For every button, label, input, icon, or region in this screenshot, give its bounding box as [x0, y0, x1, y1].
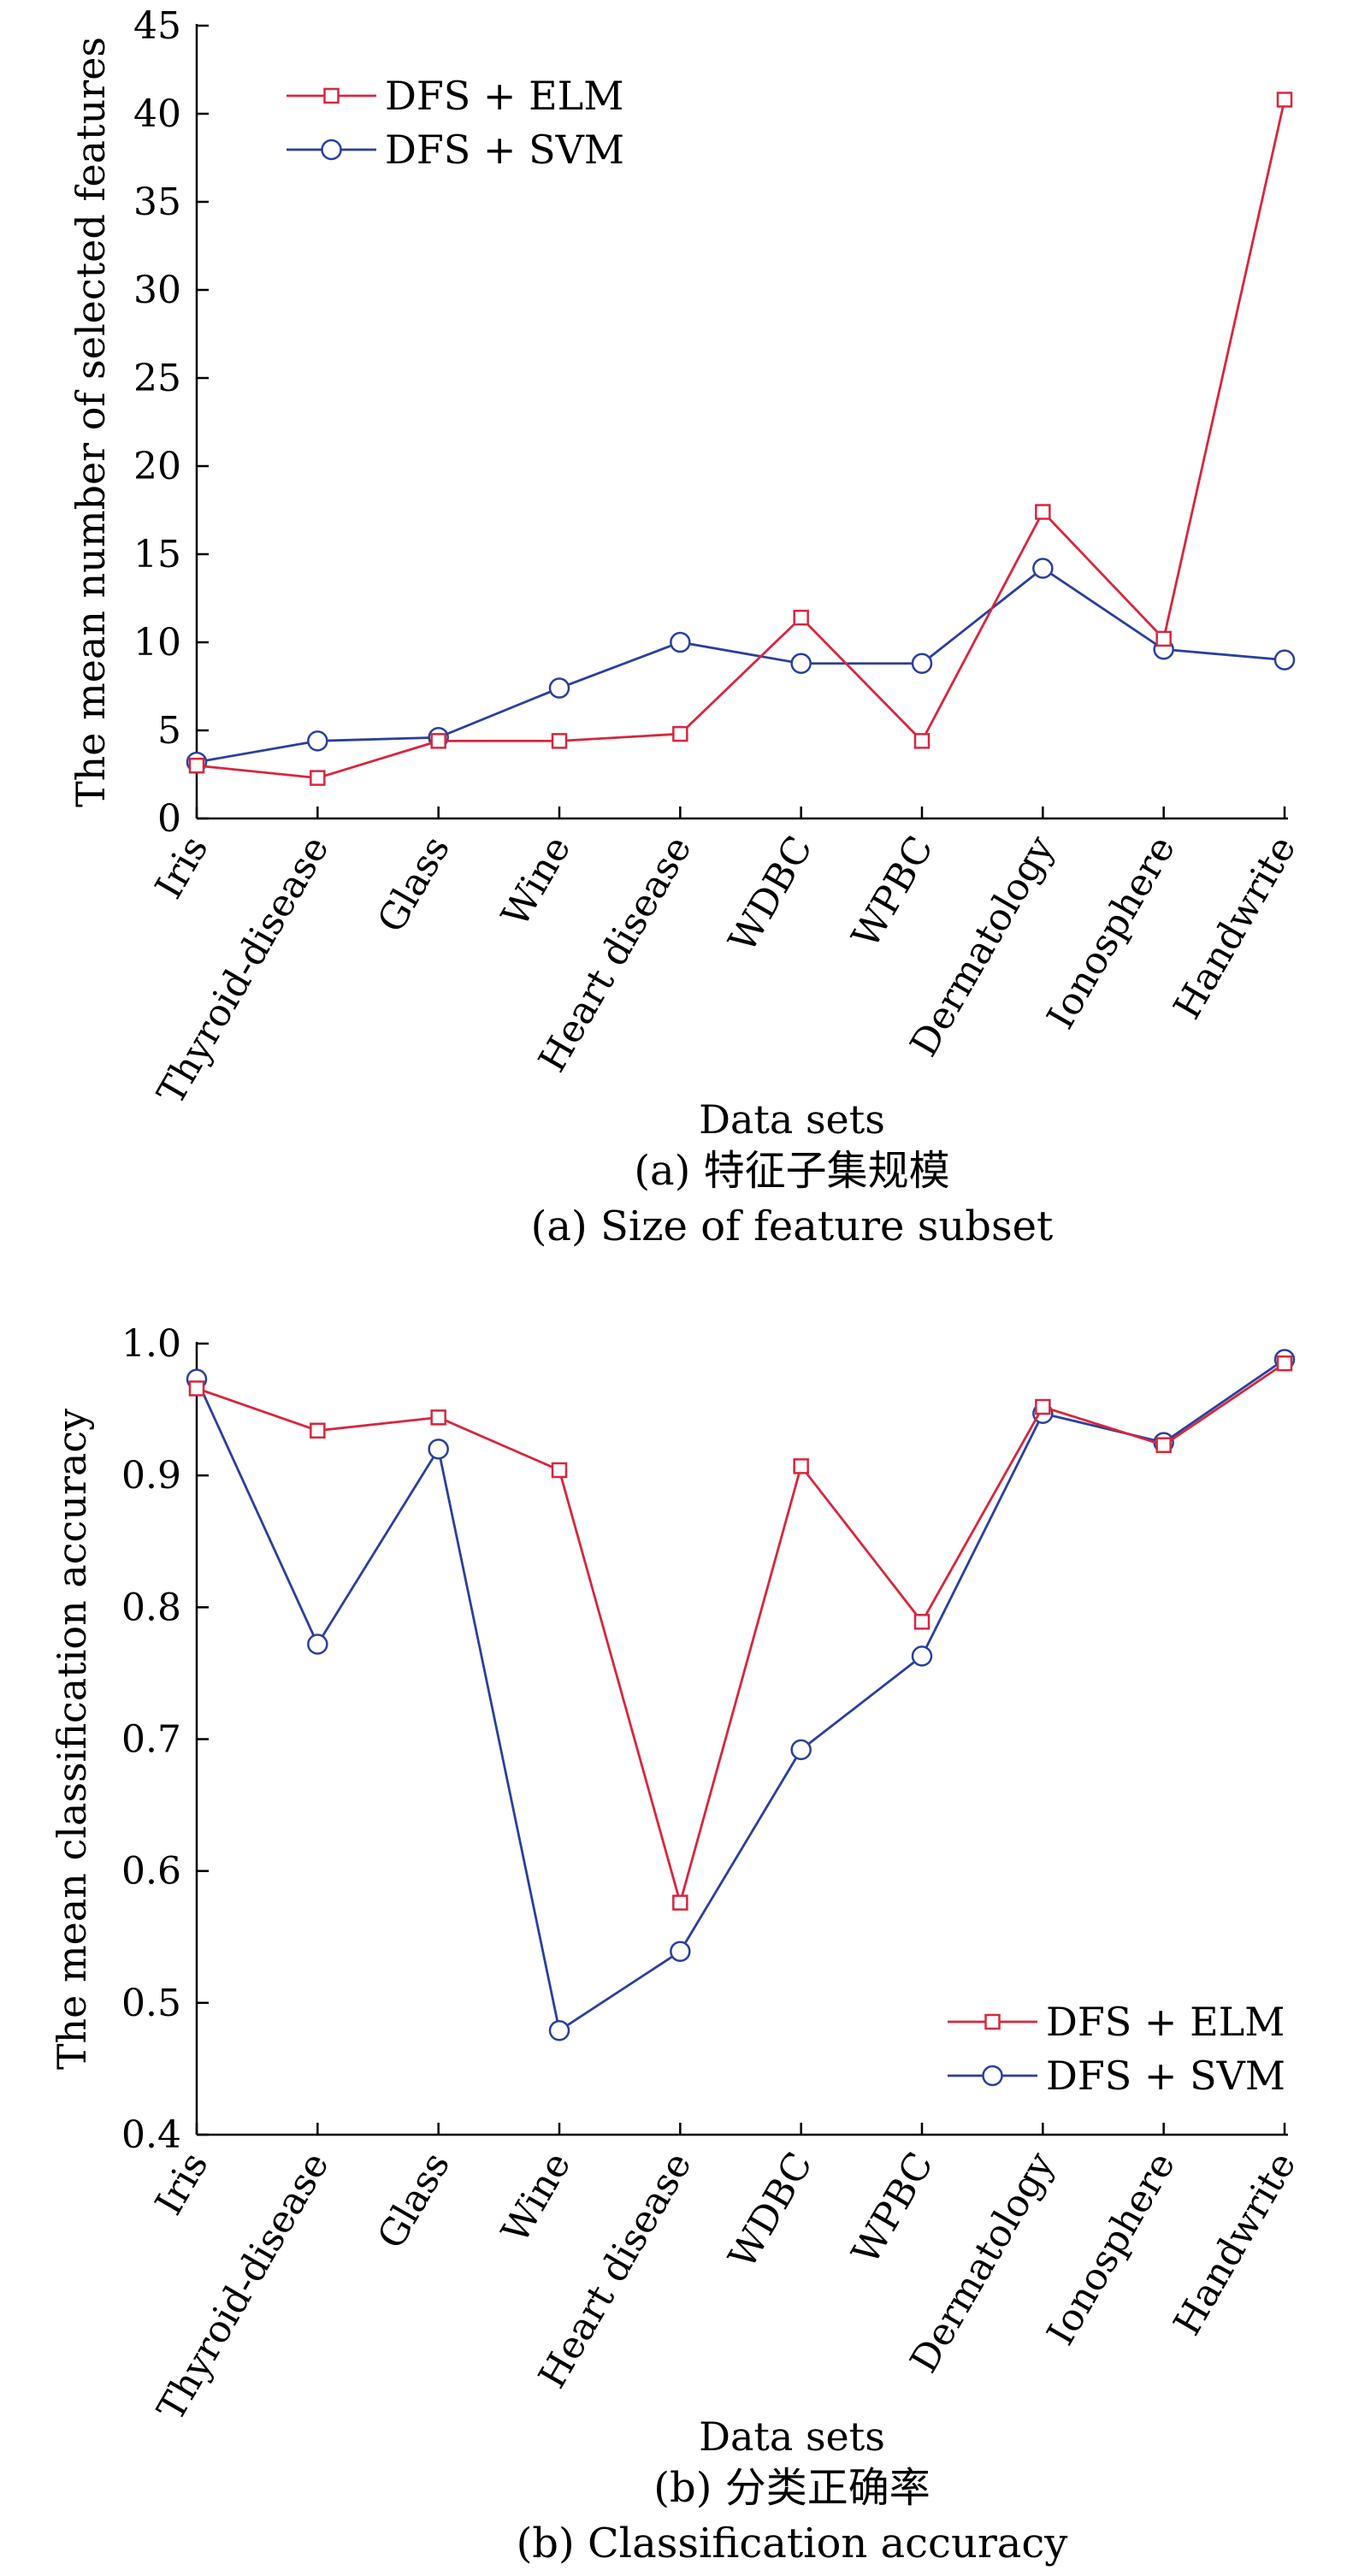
x-tick-label: WDBC: [720, 2145, 821, 2276]
series-dfs-svm: [186, 1349, 1296, 2041]
y-tick-label: 0: [157, 797, 181, 841]
x-tick-label: WDBC: [720, 829, 821, 960]
x-axis-title: Data sets: [699, 2414, 885, 2460]
legend-label: DFS + ELM: [1046, 1999, 1285, 2045]
data-point-square: [188, 1380, 205, 1397]
data-point-square: [551, 1462, 568, 1479]
data-point-square: [793, 609, 809, 626]
y-tick-label: 25: [133, 357, 181, 400]
legend-label: DFS + SVM: [1046, 2053, 1285, 2099]
series-line: [196, 99, 1286, 780]
data-point-square: [793, 1458, 809, 1474]
x-tick-label: Ionosphere: [1039, 2145, 1185, 2353]
y-axis-title: The mean classification accuracy: [49, 1409, 95, 2070]
x-tick-label: Glass: [369, 829, 458, 940]
x-tick-label: Ionosphere: [1039, 829, 1185, 1037]
x-tick-label: Handwrite: [1166, 2145, 1305, 2343]
data-point-circle: [321, 139, 342, 161]
y-tick-label: 15: [133, 533, 181, 576]
figure-caption: (b) 分类正确率: [653, 2464, 930, 2512]
x-tick-label: WPBC: [844, 829, 942, 955]
series-line: [195, 1358, 1285, 2033]
series-dfs-svm: [186, 558, 1296, 773]
data-point-square: [430, 733, 446, 749]
data-point-square: [188, 757, 205, 774]
y-tick-label: 30: [133, 269, 181, 312]
figure-caption: (a) Size of feature subset: [531, 1202, 1054, 1250]
data-point-square: [310, 770, 326, 786]
data-point-circle: [1032, 558, 1054, 579]
y-tick-label: 0.6: [121, 1850, 181, 1894]
y-tick-label: 0.5: [121, 1982, 181, 2025]
data-point-square: [672, 1894, 688, 1911]
figure-caption: (a) 特征子集规模: [634, 1147, 949, 1195]
y-tick-label: 20: [133, 445, 181, 488]
legend: DFS + ELM DFS + SVM: [287, 73, 624, 173]
series-dfs-elm: [188, 92, 1293, 786]
y-axis-title: The mean number of selected features: [68, 37, 114, 807]
data-point-circle: [670, 631, 691, 653]
figure-caption: (b) Classification accuracy: [517, 2520, 1068, 2567]
y-tick-label: 35: [133, 180, 181, 224]
y-tick-label: 0.9: [121, 1454, 181, 1498]
data-point-square: [1155, 630, 1172, 647]
y-tick-label: 0.7: [121, 1718, 181, 1762]
y-tick-label: 10: [133, 621, 181, 665]
data-point-circle: [790, 653, 812, 674]
data-point-circle: [982, 2065, 1003, 2087]
series-dfs-elm: [188, 1355, 1293, 1911]
y-tick-label: 1.0: [121, 1322, 181, 1366]
data-point-circle: [548, 2019, 570, 2041]
y-tick-label: 45: [133, 4, 181, 48]
y-tick-label: 5: [157, 709, 181, 753]
data-point-square: [672, 725, 688, 742]
data-point-square: [984, 2013, 1001, 2030]
y-tick-label: 40: [133, 92, 181, 136]
x-tick-label: Wine: [493, 829, 580, 934]
legend-label: DFS + SVM: [385, 127, 624, 173]
legend: DFS + ELM DFS + SVM: [948, 1999, 1285, 2099]
data-point-circle: [911, 653, 933, 674]
x-tick-label: Handwrite: [1166, 829, 1305, 1026]
data-point-square: [310, 1422, 326, 1439]
x-tick-label: Glass: [369, 2145, 458, 2256]
series-line: [196, 566, 1285, 764]
data-point-circle: [670, 1941, 691, 1962]
data-point-square: [430, 1409, 446, 1426]
data-point-square: [913, 733, 930, 749]
y-tick-label: 0.4: [121, 2113, 181, 2157]
x-tick-label: WPBC: [844, 2145, 942, 2272]
chart-panel-b: 0.40.50.60.70.80.91.0IrisThyroid-disease…: [49, 1322, 1305, 2567]
x-axis-title: Data sets: [699, 1096, 885, 1143]
y-tick-label: 0.8: [121, 1586, 181, 1629]
data-point-square: [913, 1614, 930, 1630]
data-point-square: [1276, 1355, 1293, 1372]
legend-label: DFS + ELM: [385, 73, 623, 119]
data-point-square: [1155, 1437, 1172, 1453]
data-point-square: [1276, 92, 1293, 108]
data-point-circle: [911, 1645, 933, 1667]
series-line: [196, 1362, 1285, 1907]
data-point-square: [551, 733, 568, 749]
data-point-circle: [790, 1739, 812, 1761]
data-point-circle: [307, 730, 328, 752]
data-point-circle: [428, 1439, 449, 1460]
x-tick-label: Wine: [493, 2145, 580, 2250]
data-point-circle: [307, 1634, 328, 1655]
data-point-circle: [548, 677, 570, 699]
data-point-square: [1035, 1398, 1051, 1415]
data-point-circle: [1273, 649, 1296, 671]
data-point-square: [1035, 504, 1051, 520]
data-point-square: [323, 87, 340, 104]
